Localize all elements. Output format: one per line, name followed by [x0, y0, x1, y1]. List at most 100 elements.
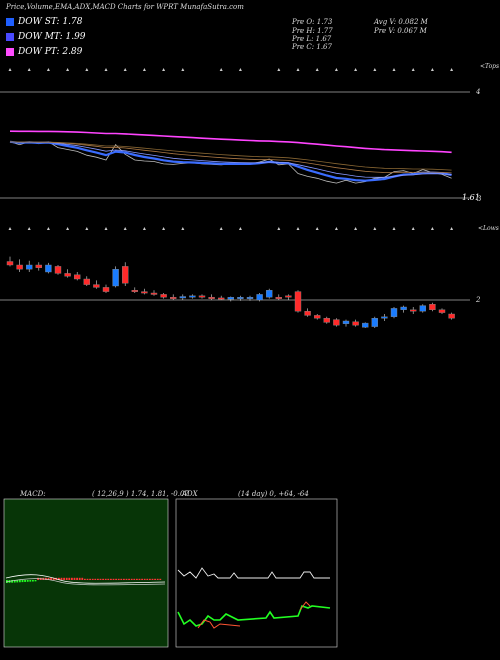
top-tick [450, 68, 454, 71]
candle-body [198, 295, 206, 298]
candle-body [314, 315, 321, 319]
macd-histogram-bar [120, 578, 123, 580]
macd-histogram-bar [26, 580, 29, 582]
low-tick [85, 227, 89, 230]
macd-histogram-bar [107, 578, 110, 580]
candle-body [141, 291, 148, 294]
macd-histogram-bar [11, 580, 13, 583]
macd-line [5, 574, 166, 584]
candle-body [131, 290, 139, 292]
pre-open: Pre O: 1.73 [292, 18, 333, 26]
candle-body [352, 321, 359, 326]
pre-low: Pre L: 1.67 [292, 35, 332, 43]
top-tick [430, 68, 434, 71]
lows-label: <Lows [478, 225, 499, 232]
macd-histogram-bar [141, 578, 143, 580]
macd-histogram-bar [32, 580, 34, 582]
macd-histogram-bar [19, 580, 21, 583]
tops-label: <Tops [480, 63, 500, 70]
candle-body [323, 318, 330, 323]
macd-label: MACD: [20, 490, 46, 498]
candle-body [438, 309, 446, 313]
top-tick [104, 68, 108, 71]
candle-body [45, 264, 52, 273]
macd-histogram-bar [91, 578, 94, 580]
macd-histogram-bar [143, 578, 146, 580]
macd-histogram-bar [52, 577, 55, 580]
candle-body [93, 284, 100, 288]
macd-histogram-bar [156, 578, 159, 580]
macd-histogram-bar [34, 580, 37, 582]
candle-body [400, 306, 407, 310]
dow-pt-legend: DOW PT: 2.89 [6, 46, 82, 58]
adx-line [177, 567, 330, 579]
ema-short-line [9, 140, 452, 182]
adx-minus-line [197, 601, 311, 629]
macd-histogram-bar [13, 580, 16, 583]
candle-body [16, 264, 23, 270]
top-tick [411, 68, 415, 71]
macd-histogram-bar [81, 577, 84, 580]
macd-histogram-bar [24, 580, 26, 582]
dow-mt-legend: DOW MT: 1.99 [6, 31, 86, 43]
macd-histogram-bar [125, 578, 128, 580]
macd-histogram-bar [68, 577, 71, 580]
macd-histogram-bar [123, 578, 125, 580]
low-tick [219, 227, 223, 230]
macd-histogram-bar [154, 578, 156, 580]
candle-body [371, 318, 378, 327]
low-tick [8, 227, 12, 230]
dow-pt-swatch [6, 48, 14, 56]
low-tick [315, 227, 319, 230]
candle-body [390, 308, 398, 317]
low-tick [142, 227, 146, 230]
macd-histogram-bar [115, 578, 117, 580]
macd-histogram-bar [71, 577, 73, 580]
pre-volume: Pre V: 0.067 M [374, 27, 427, 35]
macd-histogram-bar [138, 578, 141, 580]
macd-histogram-bar [110, 578, 112, 580]
macd-histogram-bar [63, 577, 65, 580]
macd-histogram-bar [130, 578, 133, 580]
top-tick [162, 68, 166, 71]
macd-signal-line [5, 578, 166, 586]
low-tick [392, 227, 396, 230]
low-tick [27, 227, 31, 230]
top-tick [181, 68, 185, 71]
candle-body [256, 294, 263, 301]
candle-body [362, 322, 369, 328]
top-tick [296, 68, 300, 71]
candle-body [227, 297, 235, 300]
ema-pt-line [9, 130, 452, 154]
candle-body [304, 311, 311, 316]
macd-histogram-bar [65, 577, 68, 580]
candle-body [246, 297, 254, 299]
macd-histogram-bar [151, 578, 154, 580]
macd-histogram-bar [99, 578, 102, 580]
low-tick [334, 227, 338, 230]
macd-histogram-bar [97, 578, 99, 580]
macd-histogram-bar [104, 578, 107, 580]
macd-histogram-bar [133, 578, 136, 580]
macd-histogram-bar [76, 577, 78, 580]
low-tick [66, 227, 70, 230]
candle-body [150, 292, 158, 295]
macd-histogram-bar [21, 580, 24, 583]
chart-title: Price,Volume,EMA,ADX,MACD Charts for WPR… [6, 3, 244, 11]
top-tick [142, 68, 146, 71]
top-tick [85, 68, 89, 71]
macd-histogram-bar [78, 577, 81, 580]
macd-histogram-bar [112, 578, 115, 580]
adx-values: (14 day) 0, +64, -64 [238, 490, 309, 498]
candle-body [121, 266, 129, 284]
candle-body [54, 266, 62, 274]
macd-histogram-bar [136, 578, 138, 580]
top-tick [66, 68, 70, 71]
low-tick [296, 227, 300, 230]
macd-histogram-bar [159, 578, 162, 580]
candle-body [102, 287, 110, 292]
dow-st-label: DOW ST: 1.78 [18, 17, 83, 27]
top-tick [354, 68, 358, 71]
top-tick [334, 68, 338, 71]
candle-body [35, 264, 42, 268]
